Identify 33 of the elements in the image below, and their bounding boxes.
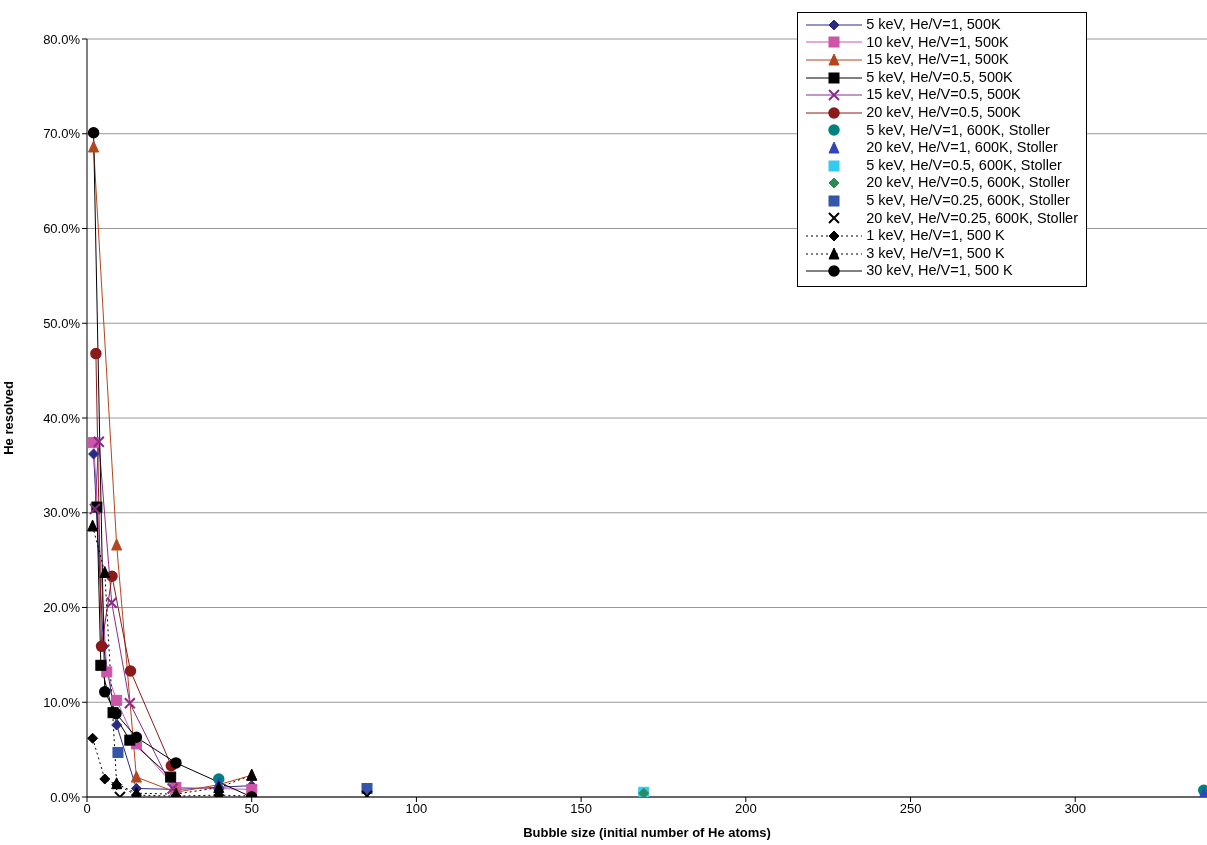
y-tick-label: 40.0% [43,410,81,426]
x-tick-label: 50 [244,801,259,817]
legend-label: 20 keV, He/V=0.5, 600K, Stoller [866,174,1070,192]
legend-label: 3 keV, He/V=1, 500 K [866,244,1005,263]
y-tick-label: 30.0% [43,505,81,521]
x-tick-label: 150 [570,801,592,817]
legend-label: 1 keV, He/V=1, 500 K [866,227,1005,245]
x-tick-label: 300 [1064,801,1087,817]
legend-label: 5 keV, He/V=0.5, 500K [866,68,1013,87]
y-tick-label: 20.0% [43,600,81,616]
legend-label: 15 keV, He/V=1, 500K [866,51,1009,69]
x-tick-label: 0 [83,801,91,817]
legend-label: 5 keV, He/V=1, 500K [866,16,1001,34]
y-tick-label: 70.0% [43,126,81,142]
legend-label: 20 keV, He/V=0.5, 500K [866,103,1021,122]
x-tick-label: 200 [734,801,757,817]
y-tick-label: 50.0% [43,315,81,331]
x-tick-label: 250 [899,801,922,817]
y-axis-title: He resolved [0,381,16,455]
y-tick-label: 10.0% [43,694,81,710]
x-axis-title: Bubble size (initial number of He atoms) [523,825,771,840]
legend-label: 20 keV, He/V=1, 600K, Stoller [866,139,1058,157]
y-tick-label: 0.0% [50,789,81,805]
legend-label: 10 keV, He/V=1, 500K [866,33,1009,52]
legend-label: 20 keV, He/V=0.25, 600K, Stoller [866,209,1078,228]
legend-label: 5 keV, He/V=0.5, 600K, Stoller [866,156,1062,175]
y-tick-label: 80.0% [43,31,81,47]
legend-label: 5 keV, He/V=0.25, 600K, Stoller [866,191,1070,210]
legend-label: 5 keV, He/V=1, 600K, Stoller [866,121,1050,140]
x-tick-label: 100 [405,801,428,817]
y-tick-label: 60.0% [43,221,81,237]
legend-label: 15 keV, He/V=0.5, 500K [866,86,1021,104]
legend-label: 30 keV, He/V=1, 500 K [866,262,1013,280]
